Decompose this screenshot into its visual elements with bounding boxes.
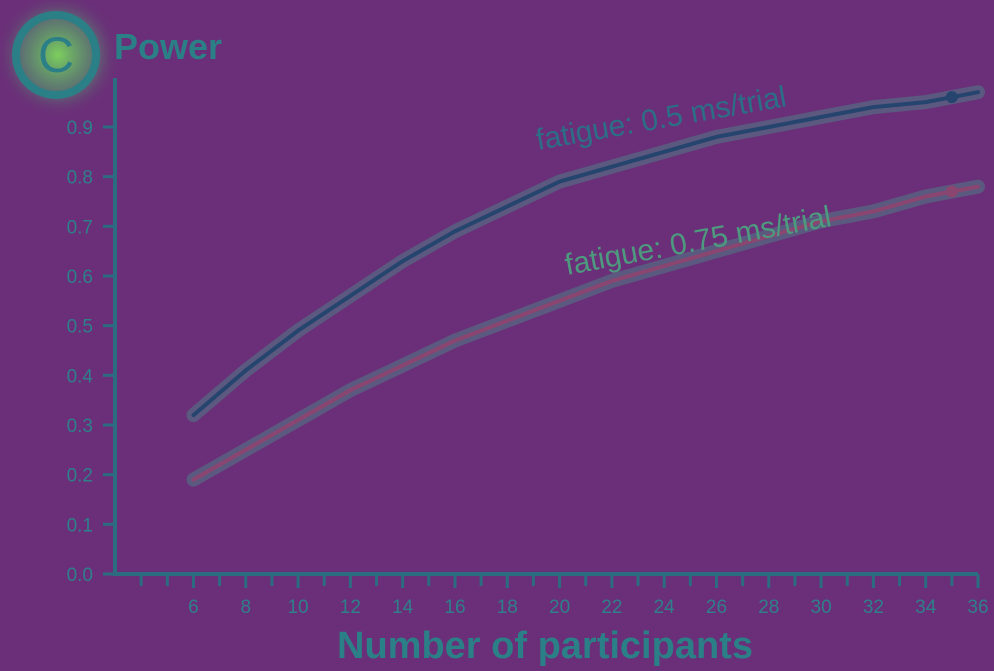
panel-badge-circle	[12, 11, 100, 99]
x-tick-label: 30	[811, 597, 832, 618]
x-axis-title: Number of participants	[337, 625, 753, 667]
x-tick-label: 34	[915, 597, 937, 618]
x-tick-label: 18	[497, 597, 518, 618]
y-tick-label: 0.3	[67, 416, 93, 437]
panel-title: Power	[114, 26, 222, 67]
y-tick-label: 0.1	[67, 515, 93, 536]
x-tick-label: 32	[863, 597, 884, 618]
x-tick-label: 22	[601, 597, 622, 618]
series-line	[191, 90, 980, 418]
x-axis-ticks: 6 8 10 12 14 16 18 20 22 24 26 28 30 32 34 36	[139, 574, 989, 618]
y-tick-label: 0.8	[67, 168, 93, 189]
x-tick-label: 8	[240, 597, 251, 618]
y-tick-label: 0.5	[67, 317, 93, 338]
series-end-marker	[945, 91, 958, 104]
y-tick-label: 0.6	[67, 267, 93, 288]
y-tick-label: 0.7	[67, 217, 93, 238]
x-tick-label: 10	[287, 597, 308, 618]
x-tick-label: 20	[549, 597, 570, 618]
y-tick-label: 0.4	[67, 366, 94, 387]
x-tick-label: 36	[967, 597, 988, 618]
x-tick-label: 24	[654, 597, 676, 618]
series-line-glow	[186, 179, 985, 487]
x-tick-label: 26	[706, 597, 727, 618]
x-tick-label: 6	[188, 597, 199, 618]
y-tick-label: 0.9	[67, 118, 93, 139]
x-tick-label: 14	[392, 597, 414, 618]
y-tick-label: 0.0	[67, 565, 93, 586]
x-tick-label: 28	[758, 597, 779, 618]
series-line	[191, 184, 980, 482]
x-tick-label: 16	[444, 597, 465, 618]
panel-badge-letter: C	[38, 27, 74, 83]
y-axis-ticks: 0.0 0.1 0.2 0.3 0.4 0.5 0.6 0.7 0.8 0.9	[67, 118, 115, 586]
series-end-marker	[945, 185, 958, 198]
x-tick-label: 12	[340, 597, 361, 618]
series-label: fatigue: 0.75 ms/trial	[562, 200, 834, 282]
y-tick-label: 0.2	[67, 466, 93, 487]
